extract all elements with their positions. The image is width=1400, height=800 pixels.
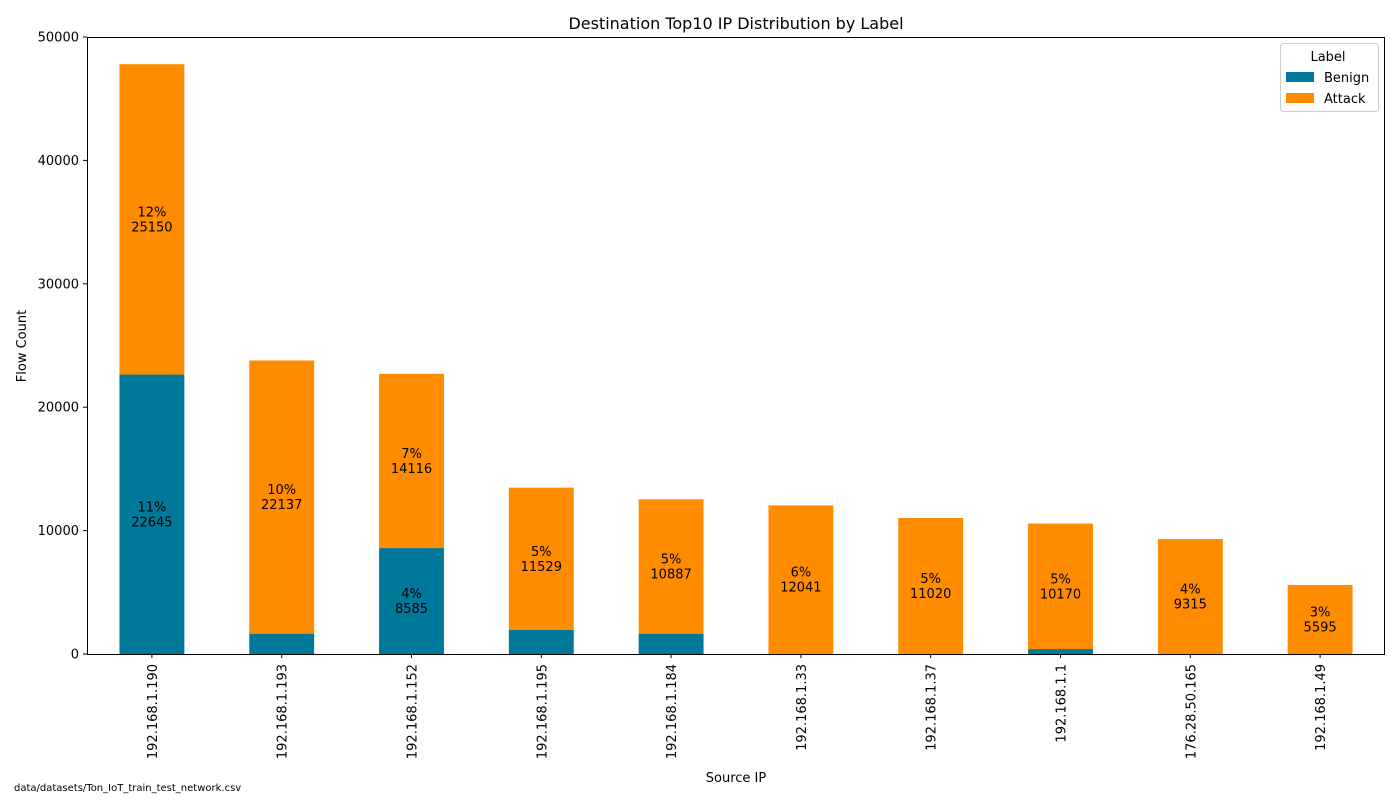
bar-benign-192-168-1-190 — [119, 374, 185, 654]
data-label-pct-attack-192-168-1-195: 5% — [531, 545, 552, 560]
data-label-pct-attack-192-168-1-184: 5% — [661, 552, 682, 567]
data-label-pct-attack-192-168-1-193: 10% — [267, 483, 296, 498]
bar-attack-192-168-1-37 — [898, 518, 964, 654]
data-label-count-attack-192-168-1-152: 14116 — [391, 462, 432, 477]
legend-swatch-attack — [1286, 93, 1314, 103]
data-label-count-attack-192-168-1-1: 10170 — [1040, 587, 1081, 602]
bars-group — [119, 64, 1353, 654]
data-label-count-benign-192-168-1-152: 8585 — [395, 602, 428, 617]
data-label-pct-attack-176-28-50-165: 4% — [1180, 583, 1201, 598]
data-label-pct-attack-192-168-1-190: 12% — [137, 205, 166, 220]
bar-benign-192-168-1-184 — [638, 633, 704, 654]
bar-attack-192-168-1-195 — [508, 487, 574, 630]
data-label-count-attack-176-28-50-165: 9315 — [1174, 598, 1207, 613]
x-tick-label-192-168-1-184: 192.168.1.184 — [665, 664, 680, 759]
data-label-pct-benign-192-168-1-190: 11% — [137, 500, 166, 515]
bar-benign-192-168-1-195 — [508, 629, 574, 654]
x-tick-label-192-168-1-193: 192.168.1.193 — [276, 664, 291, 759]
x-axis-label: Source IP — [706, 771, 767, 786]
data-label-count-attack-192-168-1-33: 12041 — [780, 581, 821, 596]
x-tick-label-192-168-1-190: 192.168.1.190 — [146, 664, 161, 759]
y-tick-label-40000: 40000 — [38, 154, 79, 169]
x-tick-label-192-168-1-33: 192.168.1.33 — [795, 664, 810, 751]
x-tick-label-192-168-1-152: 192.168.1.152 — [406, 664, 421, 759]
data-label-count-benign-192-168-1-190: 22645 — [131, 515, 172, 530]
legend: Label Benign Attack — [1280, 43, 1379, 112]
y-tick-label-20000: 20000 — [38, 401, 79, 416]
chart-title: Destination Top10 IP Distribution by Lab… — [568, 14, 903, 33]
plot-frame — [87, 37, 1385, 655]
y-tick-label-50000: 50000 — [38, 31, 79, 46]
y-axis-label: Flow Count — [15, 310, 30, 382]
bar-attack-192-168-1-33 — [768, 505, 834, 654]
data-label-pct-benign-192-168-1-152: 4% — [401, 587, 422, 602]
x-tick-label-176-28-50-165: 176.28.50.165 — [1184, 664, 1199, 759]
data-label-pct-attack-192-168-1-49: 3% — [1310, 605, 1331, 620]
bar-attack-192-168-1-152 — [379, 373, 444, 549]
bar-attack-192-168-1-190 — [119, 64, 185, 375]
bar-attack-176-28-50-165 — [1157, 539, 1223, 654]
data-label-count-attack-192-168-1-195: 11529 — [521, 560, 562, 575]
bar-attack-192-168-1-1 — [1028, 523, 1093, 650]
x-tick-label-192-168-1-49: 192.168.1.49 — [1314, 664, 1329, 751]
x-tick-label-192-168-1-37: 192.168.1.37 — [925, 664, 940, 751]
legend-label-benign: Benign — [1324, 71, 1369, 86]
legend-label-attack: Attack — [1324, 92, 1366, 107]
data-label-pct-attack-192-168-1-33: 6% — [791, 566, 812, 581]
bar-attack-192-168-1-184 — [638, 499, 704, 634]
legend-swatch-benign — [1286, 72, 1314, 82]
source-file-caption: data/datasets/Ton_IoT_train_test_network… — [14, 783, 242, 794]
data-label-count-attack-192-168-1-184: 10887 — [650, 567, 691, 582]
data-label-count-attack-192-168-1-193: 22137 — [261, 498, 302, 513]
bar-attack-192-168-1-49 — [1287, 584, 1353, 654]
y-axis: 0 10000 20000 30000 40000 50000 — [38, 31, 87, 663]
x-tick-label-192-168-1-195: 192.168.1.195 — [535, 664, 550, 759]
y-tick-label-0: 0 — [71, 648, 79, 663]
x-tick-label-192-168-1-1: 192.168.1.1 — [1055, 664, 1070, 743]
bar-benign-192-168-1-152 — [379, 548, 444, 654]
y-tick-label-30000: 30000 — [38, 277, 79, 292]
x-axis: 192.168.1.190 192.168.1.193 192.168.1.152 1… — [146, 654, 1329, 759]
data-label-pct-attack-192-168-1-152: 7% — [401, 447, 422, 462]
bar-benign-192-168-1-1 — [1028, 649, 1093, 654]
data-label-pct-attack-192-168-1-37: 5% — [920, 572, 941, 587]
legend-title: Label — [1310, 50, 1345, 65]
bar-labels-group: 11%226454%858512%2515010%221377%141165%1… — [131, 205, 1336, 635]
data-label-count-attack-192-168-1-190: 25150 — [131, 220, 172, 235]
data-label-count-attack-192-168-1-37: 11020 — [910, 587, 951, 602]
bar-attack-192-168-1-193 — [249, 360, 315, 634]
bar-benign-192-168-1-193 — [249, 633, 315, 654]
data-label-pct-attack-192-168-1-1: 5% — [1050, 572, 1071, 587]
y-tick-label-10000: 10000 — [38, 524, 79, 539]
data-label-count-attack-192-168-1-49: 5595 — [1304, 620, 1337, 635]
